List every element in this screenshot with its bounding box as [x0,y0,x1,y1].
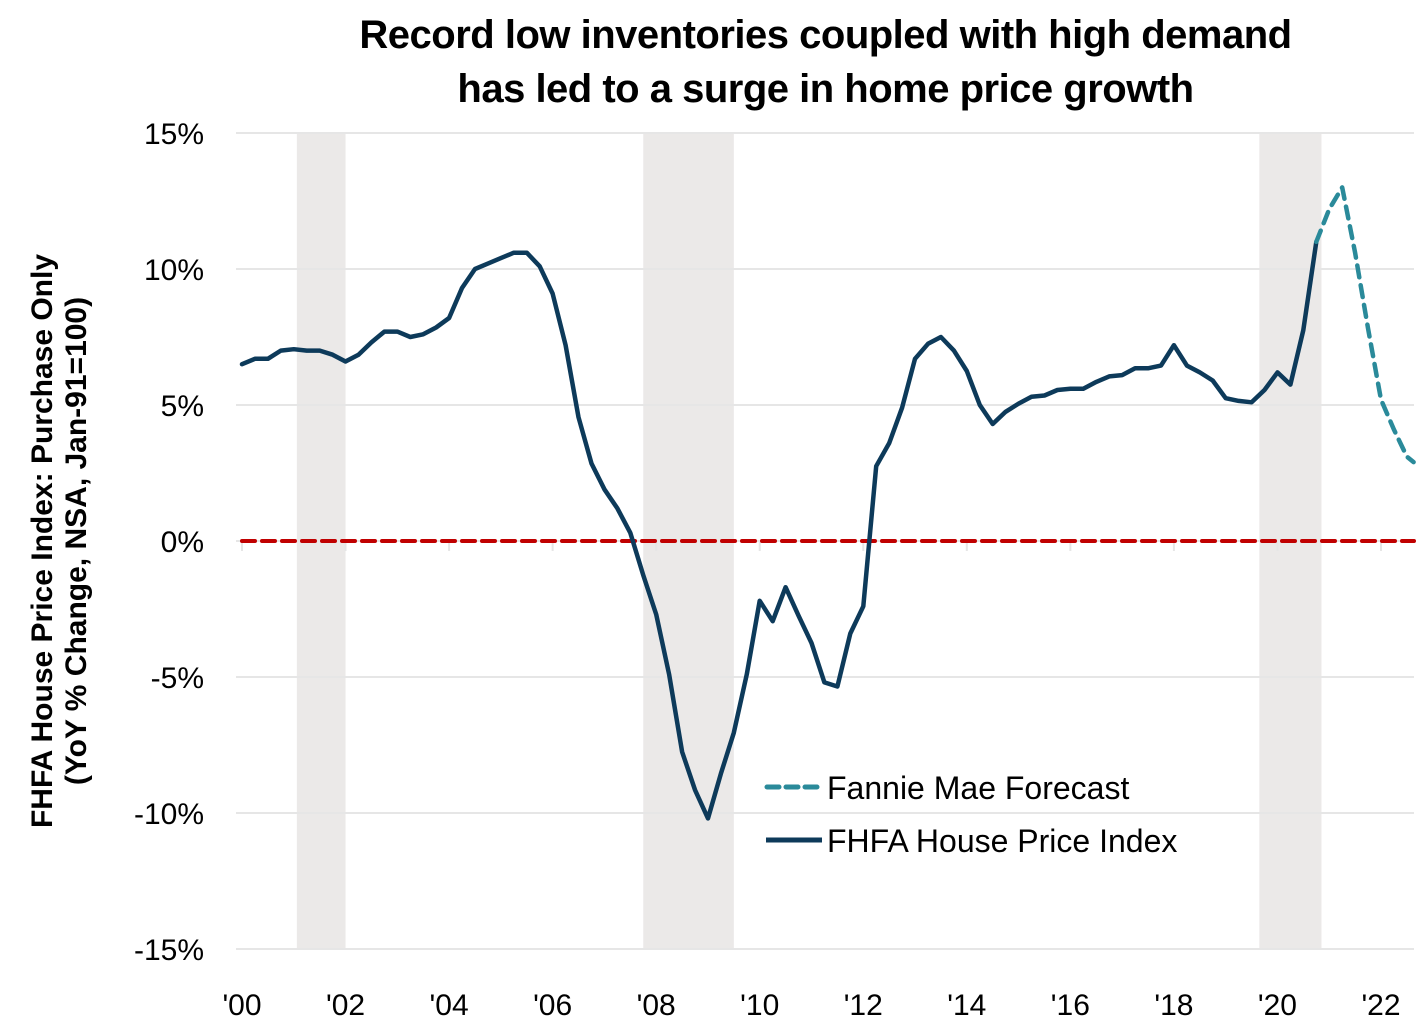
x-tick-label: '22 [1361,989,1400,1022]
y-tick-label: 0% [161,526,204,559]
series-group [239,185,1416,821]
x-tick-label: '16 [1051,989,1090,1022]
y-tick-label: -10% [134,798,204,831]
x-tick-label: '04 [430,989,469,1022]
chart-title: Record low inventories coupled with high… [230,8,1421,116]
x-tick-label: '10 [740,989,779,1022]
x-tick-label: '12 [844,989,883,1022]
chart-title-line-2: has led to a surge in home price growth [457,67,1194,111]
y-tick-label: 5% [161,390,204,423]
y-axis-ticks: 15% 10% 5% 0% -5% -10% -15% [134,118,204,967]
x-tick-label: '14 [947,989,986,1022]
chart-title-line-1: Record low inventories coupled with high… [359,13,1292,57]
legend-forecast-label: Fannie Mae Forecast [827,770,1129,806]
x-tick-label: '18 [1154,989,1193,1022]
x-axis-ticks: '00 '02 '04 '06 '08 '10 '12 '14 '16 '18 '20 '22 [222,541,1401,1022]
y-tick-label: -15% [134,934,204,967]
x-tick-label: '00 [222,989,261,1022]
x-tick-label: '08 [637,989,676,1022]
y-tick-label: 10% [144,254,204,287]
y-tick-label: -5% [151,662,204,695]
x-tick-label: '02 [326,989,365,1022]
legend-fhfa-label: FHFA House Price Index [827,823,1177,859]
x-tick-label: '20 [1258,989,1297,1022]
y-tick-label: 15% [144,118,204,151]
series-fhfa-house-price-index [239,239,1319,821]
series-fannie-mae-forecast [1314,185,1416,465]
legend: Fannie Mae Forecast FHFA House Price Ind… [764,770,1177,859]
x-tick-label: '06 [533,989,572,1022]
